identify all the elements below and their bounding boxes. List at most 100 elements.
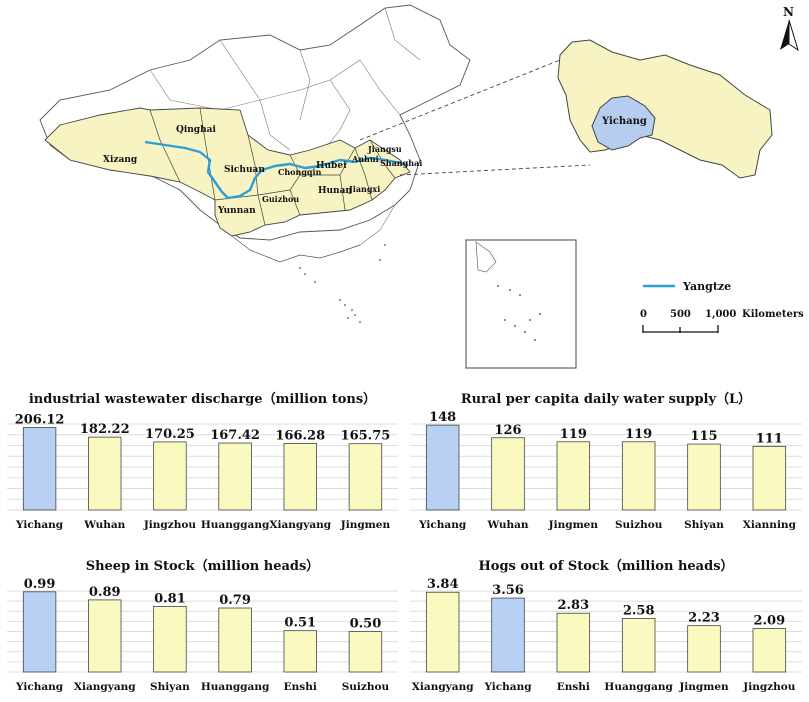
bar-value-label: 111: [756, 431, 783, 446]
province-labels: Qinghai Xizang Sichuan Chongqin Hubei An…: [103, 125, 422, 216]
scale-unit: Kilometers: [742, 309, 804, 320]
province-borders: [149, 7, 421, 246]
bar-chart-svg: 206.12 Yichang 182.22 Wuhan 170.25 Jingzhou 16…: [7, 413, 398, 531]
label-qinghai: Qinghai: [176, 125, 216, 135]
bar-chart-svg: 148 Yichang 126 Wuhan 119 Jingmen 119 Suizhou 11…: [410, 410, 802, 531]
label-anhui: Anhui: [351, 154, 379, 164]
bar-xianning: [752, 445, 787, 511]
label-jiangsu: Jiangsu: [367, 144, 402, 154]
chart-title: Rural per capita daily water supply（L）: [460, 392, 752, 407]
label-jiangxi: Jiangxi: [348, 184, 380, 194]
category-label: Jingzhou: [742, 681, 796, 693]
bar-xiangyang: [425, 591, 460, 673]
bar-chart-svg: 0.99 Yichang 0.89 Xiangyang 0.81 Shiyan 0.79 Hu…: [7, 577, 398, 693]
category-label: Jingmen: [678, 681, 729, 693]
bar-enshi: [556, 612, 591, 673]
category-label: Jingmen: [548, 519, 599, 531]
category-label: Jingmen: [340, 519, 391, 531]
bar-wuhan: [88, 436, 122, 511]
study-area-map: Qinghai Xizang Sichuan Chongqin Hubei An…: [39, 4, 804, 369]
bar-value-label: 126: [494, 423, 521, 438]
bar-wuhan: [491, 437, 525, 511]
bar-yichang: [22, 591, 57, 673]
bar-value-label: 170.25: [145, 427, 195, 442]
bar-value-label: 2.83: [557, 598, 589, 613]
label-shanghai: Shanghai: [380, 158, 422, 168]
bar-value-label: 0.51: [284, 616, 316, 631]
bar-huanggang: [621, 618, 656, 673]
inset-coast: [475, 241, 497, 273]
chart-title: Sheep in Stock（million heads）: [85, 559, 320, 574]
yichang-region: [591, 95, 656, 151]
category-label: Yichang: [15, 519, 64, 531]
bar-value-label: 2.09: [753, 614, 785, 629]
bar-yichang: [491, 597, 525, 673]
bar-value-label: 119: [625, 427, 652, 442]
category-label: Huanggang: [201, 681, 270, 693]
bar-value-label: 0.81: [154, 591, 186, 606]
category-label: Xiangyang: [412, 681, 474, 693]
chart-industrial-wastewater: industrial wastewater discharge（million …: [5, 388, 400, 538]
bar-value-label: 0.50: [350, 617, 382, 632]
chart-title: Hogs out of Stock（million heads）: [478, 559, 734, 574]
chart-rural-water-supply: Rural per capita daily water supply（L） 1…: [408, 388, 804, 538]
legend-yangtze-label: Yangtze: [682, 280, 731, 293]
bar-xiangyang: [88, 599, 122, 673]
bar-yichang: [425, 424, 460, 511]
south-border: [231, 235, 361, 263]
category-label: Xianning: [743, 519, 797, 531]
bar-jingmen: [556, 441, 591, 511]
bar-chart-svg: 3.84 Xiangyang 3.56 Yichang 2.83 Enshi 2.58 Hua…: [410, 577, 802, 693]
category-label: Huanggang: [604, 681, 673, 693]
bar-yichang: [22, 427, 57, 511]
bar-xiangyang: [283, 443, 317, 511]
bar-value-label: 3.84: [427, 577, 459, 592]
category-label: Yichang: [418, 519, 467, 531]
category-label: Jingzhou: [143, 519, 197, 531]
category-label: Suizhou: [615, 519, 663, 531]
label-xizang: Xizang: [103, 155, 138, 165]
hubei-inset-map: [557, 39, 773, 179]
category-label: Wuhan: [486, 519, 528, 531]
category-label: Xiangyang: [269, 519, 331, 531]
bar-value-label: 115: [690, 429, 717, 444]
bar-value-label: 0.99: [24, 577, 56, 592]
label-yunnan: Yunnan: [217, 206, 256, 216]
category-label: Xiangyang: [74, 681, 136, 693]
category-label: Huanggang: [201, 519, 270, 531]
bar-value-label: 0.79: [219, 593, 251, 608]
bar-shiyan: [687, 443, 721, 511]
bar-jingmen: [687, 625, 721, 673]
label-hunan: Hunan: [318, 186, 352, 196]
inset-island-dots: [497, 285, 541, 341]
scale-tick-500: 500: [670, 309, 691, 320]
bar-value-label: 3.56: [492, 583, 524, 598]
category-label: Shiyan: [150, 681, 190, 693]
bar-value-label: 119: [560, 427, 587, 442]
bar-value-label: 167.42: [210, 428, 260, 443]
scale-tick-1000: 1,000: [705, 309, 736, 320]
bar-value-label: 0.89: [89, 585, 121, 600]
bar-jingzhou: [153, 441, 187, 511]
bar-shiyan: [153, 605, 187, 673]
south-china-sea-inset: [465, 239, 577, 369]
bar-value-label: 2.23: [688, 611, 720, 626]
yangtze-river-line: [144, 140, 409, 200]
category-label: Enshi: [284, 681, 317, 693]
bar-suizhou: [621, 441, 656, 511]
bar-value-label: 2.58: [623, 603, 655, 618]
chart-title: industrial wastewater discharge（million …: [28, 392, 377, 407]
chart-sheep-in-stock: Sheep in Stock（million heads） 0.99 Yichan…: [5, 555, 400, 700]
category-label: Shiyan: [684, 519, 724, 531]
bar-enshi: [283, 630, 317, 673]
category-label: Yichang: [15, 681, 64, 693]
bar-value-label: 182.22: [80, 422, 130, 437]
bar-value-label: 148: [429, 410, 456, 425]
basin-province-borders: [149, 107, 396, 226]
inset-connector-bottom: [399, 164, 591, 176]
label-chongqin: Chongqin: [278, 167, 322, 177]
category-label: Yichang: [483, 681, 532, 693]
label-guizhou: Guizhou: [262, 194, 299, 204]
bar-value-label: 166.28: [275, 428, 325, 443]
category-label: Enshi: [557, 681, 590, 693]
